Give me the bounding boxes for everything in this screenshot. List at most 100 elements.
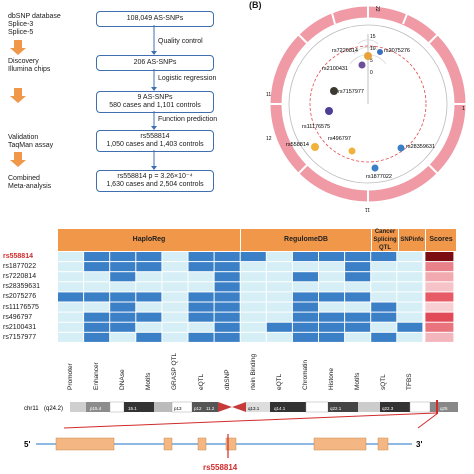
- snp-dot-rs496797: [348, 147, 356, 155]
- heatmap-cell: [371, 272, 397, 282]
- heatmap-cell: [371, 292, 397, 302]
- circos-scale-15: 15: [370, 34, 376, 40]
- heatmap-cell: [397, 302, 423, 312]
- heatmap-cell: [58, 312, 84, 322]
- heatmap-cell: [397, 262, 423, 272]
- heatmap-cell: [84, 252, 110, 262]
- heatmap-cell: [84, 262, 110, 272]
- score-cell: [425, 332, 454, 342]
- band-q14-1: q14.1: [274, 406, 286, 411]
- heatmap-cell: [136, 292, 162, 302]
- row-label: rs11176575: [3, 303, 39, 311]
- label-validation: Validation TaqMan assay: [8, 134, 54, 149]
- heatmap-cell: [319, 302, 345, 312]
- header-cancer-splicing-qtl: Cancer Splicing QTL: [372, 229, 398, 251]
- heatmap-cell: [84, 302, 110, 312]
- label-combined: Combined Meta-analysis: [8, 175, 52, 190]
- heatmap-cell: [319, 312, 345, 322]
- heatmap-cell: [188, 332, 214, 342]
- score-cell: [425, 282, 454, 292]
- heatmap-cell: [162, 332, 188, 342]
- heatmap-cell: [162, 312, 188, 322]
- heatmap-cell: [84, 282, 110, 292]
- panel-b-circos: 15 10 5 0 22 11 12 1 11 rs7220814 rs2075…: [266, 6, 466, 212]
- snp-dot-rs1877022: [371, 164, 379, 172]
- heatmap-cell: [240, 302, 266, 312]
- row-label: rs28359631: [3, 283, 40, 291]
- band-q22-3: q22.3: [382, 406, 394, 411]
- heatmap-cell: [214, 282, 240, 292]
- snp-label-rs496797: rs496797: [328, 136, 351, 142]
- panel-b-letter: (B): [249, 0, 262, 10]
- heatmap-cell: [240, 312, 266, 322]
- heatmap-cell: [345, 332, 371, 342]
- heatmap-cell: [162, 282, 188, 292]
- chrom-label: chr11: [24, 406, 39, 412]
- snp-dot-rs28359631: [397, 144, 405, 152]
- zoom-line-right: [417, 412, 439, 429]
- header-regulomedb: RegulomeDB: [241, 229, 371, 251]
- row-label: rs7157977: [3, 333, 37, 341]
- heatmap-cell: [345, 322, 371, 332]
- snp-label-rs2075276: rs2075276: [384, 48, 410, 54]
- heatmap-grid: [58, 252, 454, 342]
- heatmap-cell: [110, 252, 136, 262]
- heatmap-cell: [319, 322, 345, 332]
- score-cell: [425, 262, 454, 272]
- heatmap-cell: [397, 272, 423, 282]
- chrom-band-q24: (q24.2): [44, 406, 63, 412]
- heatmap-cell: [188, 272, 214, 282]
- heatmap-cell: [58, 252, 84, 262]
- orange-arrow-icon: [14, 88, 22, 96]
- chrom-tick-22: 22: [374, 6, 380, 12]
- band-q25: q25: [440, 406, 448, 411]
- band-q22-1: q22.1: [330, 406, 342, 411]
- chrom-tick-left2: 12: [266, 136, 272, 142]
- heatmap-cell: [136, 332, 162, 342]
- heatmap-cell: [319, 332, 345, 342]
- heatmap-cell: [136, 312, 162, 322]
- heatmap-cell: [188, 312, 214, 322]
- heatmap-cell: [371, 312, 397, 322]
- chrom-tick-right: 1: [462, 106, 465, 112]
- band-p13: p13: [174, 406, 182, 411]
- column-label: Motifs: [145, 372, 153, 390]
- heatmap-cell: [292, 282, 318, 292]
- score-cell: [425, 312, 454, 322]
- heatmap-cell: [214, 262, 240, 272]
- column-label: TFBS: [406, 373, 414, 390]
- heatmap-cell: [84, 272, 110, 282]
- column-label: rtein Binding: [249, 353, 257, 390]
- heatmap-cell: [319, 292, 345, 302]
- heatmap-cell: [136, 302, 162, 312]
- snp-dot-rs2100431: [358, 61, 366, 69]
- snp-label-rs7157977: rs7157977: [338, 89, 364, 95]
- heatmap-cell: [345, 282, 371, 292]
- heatmap-cell: [371, 252, 397, 262]
- heatmap-cell: [58, 272, 84, 282]
- heatmap-cell: [371, 332, 397, 342]
- heatmap-cell: [292, 262, 318, 272]
- snp-label-rs7220814: rs7220814: [332, 48, 358, 54]
- heatmap-cell: [345, 302, 371, 312]
- heatmap-cell: [266, 332, 292, 342]
- zoom-line-left: [63, 412, 437, 429]
- heatmap-cell: [214, 312, 240, 322]
- three-prime-label: 3': [416, 440, 422, 449]
- column-label: eQTL: [275, 373, 283, 390]
- row-label: rs2075276: [3, 293, 37, 301]
- chrom-tick-left: 11: [266, 92, 271, 98]
- heatmap-cell: [58, 302, 84, 312]
- heatmap-cell: [371, 262, 397, 272]
- heatmap-cell: [240, 272, 266, 282]
- heatmap-cell: [214, 272, 240, 282]
- heatmap-cell: [240, 292, 266, 302]
- heatmap-cell: [110, 322, 136, 332]
- heatmap-cell: [319, 262, 345, 272]
- heatmap-cell: [188, 262, 214, 272]
- heatmap-cell: [136, 322, 162, 332]
- column-label: Motifs: [354, 372, 362, 390]
- heatmap-cell: [397, 322, 423, 332]
- snp-label-rs11176575: rs11176575: [302, 124, 330, 130]
- panel-d: chr11 (q24.2) p15.4 15.1 p13 p12 11.2 q1…: [24, 400, 458, 472]
